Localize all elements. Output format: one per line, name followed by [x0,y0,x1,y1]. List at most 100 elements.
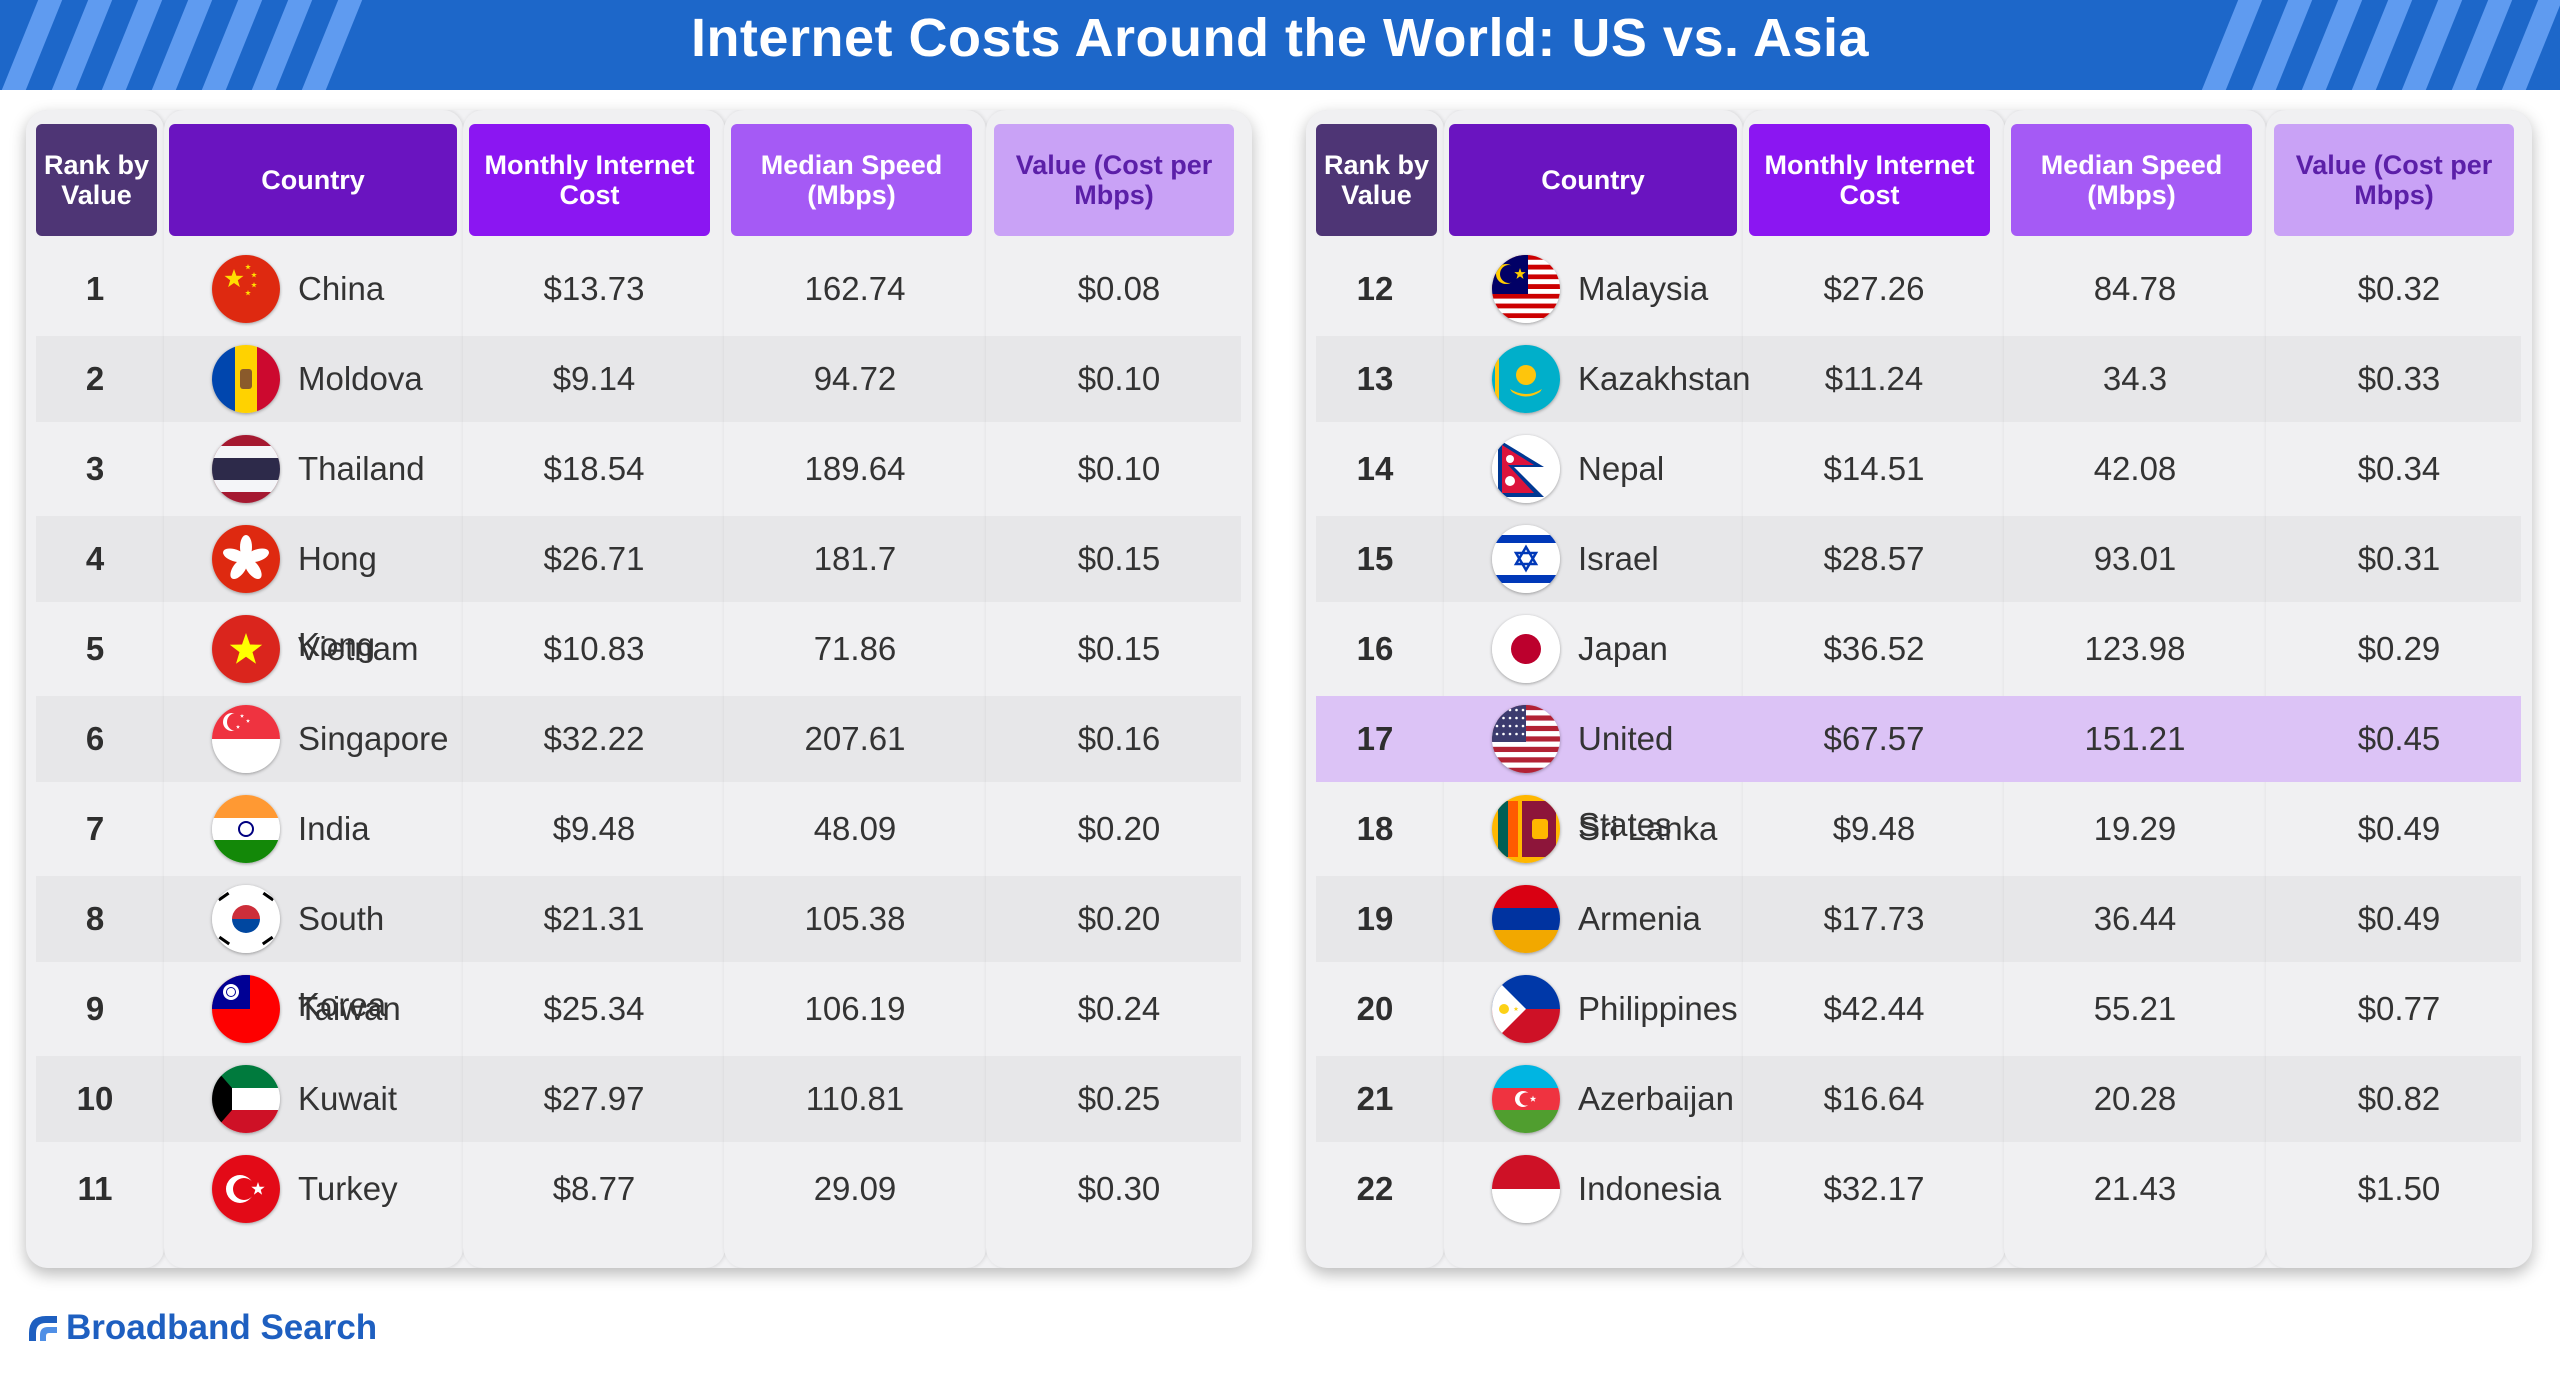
title-banner: Internet Costs Around the World: US vs. … [0,0,2560,90]
country-name: Japan [1578,630,1668,667]
median-speed-cell: 181.7 [813,540,897,577]
header-rank: Rank by Value [36,124,157,236]
median-speed-cell: 36.44 [2093,900,2177,937]
median-speed-cell: 105.38 [804,900,906,937]
header-rank: Rank by Value [1316,124,1437,236]
monthly-cost-cell: $10.83 [543,630,645,667]
monthly-cost-cell: $21.31 [543,900,645,937]
median-speed-cell: 162.74 [804,270,906,307]
value-cell: $0.49 [2357,900,2441,937]
country-name: Turkey [298,1170,398,1207]
table-row: 11 Turkey $8.77 29.09 $0.30 [36,1146,1241,1232]
azerbaijan-flag-icon [1492,1065,1560,1133]
value-cell: $0.34 [2357,450,2441,487]
rank-cell: 2 [85,360,105,397]
value-cell: $0.10 [1077,450,1161,487]
monthly-cost-cell: $17.73 [1823,900,1925,937]
kuwait-flag-icon [212,1065,280,1133]
table-row: 1 China $13.73 162.74 $0.08 [36,246,1241,332]
wifi-logo-icon [29,1316,57,1341]
country-name: Vietnam [298,630,419,667]
kazakhstan-flag-icon [1492,345,1560,413]
median-speed-cell: 123.98 [2084,630,2186,667]
monthly-cost-cell: $28.57 [1823,540,1925,577]
monthly-cost-cell: $9.48 [552,810,636,847]
monthly-cost-cell: $32.22 [543,720,645,757]
table-row: 14 Nepal $14.51 42.08 $0.34 [1316,426,2521,512]
monthly-cost-cell: $27.26 [1823,270,1925,307]
median-speed-cell: 106.19 [804,990,906,1027]
value-cell: $0.10 [1077,360,1161,397]
country-name: South Korea [298,900,387,1023]
table-row: 8 South Korea $21.31 105.38 $0.20 [36,876,1241,1023]
median-speed-cell: 19.29 [2093,810,2177,847]
table-row: 3 Thailand $18.54 189.64 $0.10 [36,426,1241,512]
sri-lanka-flag-icon [1492,795,1560,863]
south-korea-flag-icon [212,885,280,953]
column-card-value [986,110,1252,1268]
nepal-flag-icon [1492,435,1560,503]
table-row: 6 Singapore $32.22 207.61 $0.16 [36,696,1241,782]
country-name: Singapore [298,720,449,757]
table-row: 19 Armenia $17.73 36.44 $0.49 [1316,876,2521,962]
table-row: 21 Azerbaijan $16.64 20.28 $0.82 [1316,1056,2521,1142]
value-cell: $0.08 [1077,270,1161,307]
country-name: Sri Lanka [1578,810,1718,847]
monthly-cost-cell: $16.64 [1823,1080,1925,1117]
table-row: 20 Philippines $42.44 55.21 $0.77 [1316,966,2521,1052]
rank-cell: 14 [1356,450,1394,487]
united-states-flag-icon [1492,705,1560,773]
monthly-cost-cell: $13.73 [543,270,645,307]
value-cell: $0.15 [1077,540,1161,577]
column-card-rank [26,110,164,1268]
value-cell: $0.25 [1077,1080,1161,1117]
value-cell: $0.45 [2357,720,2441,757]
column-card-value [2266,110,2532,1268]
rank-cell: 21 [1356,1080,1394,1117]
monthly-cost-cell: $27.97 [543,1080,645,1117]
table-row: 18 Sri Lanka $9.48 19.29 $0.49 [1316,786,2521,872]
table-row: 9 Taiwan $25.34 106.19 $0.24 [36,966,1241,1052]
column-card-speed [2004,110,2266,1268]
value-cell: $0.32 [2357,270,2441,307]
rank-cell: 22 [1356,1170,1394,1207]
brand-logo: Broadband Search [26,1306,377,1350]
thailand-flag-icon [212,435,280,503]
value-cell: $0.24 [1077,990,1161,1027]
header-speed: Median Speed (Mbps) [731,124,972,236]
header-speed: Median Speed (Mbps) [2011,124,2252,236]
column-card-rank [1306,110,1444,1268]
country-name: Nepal [1578,450,1665,487]
rank-cell: 7 [85,810,105,847]
rank-cell: 5 [85,630,105,667]
monthly-cost-cell: $36.52 [1823,630,1925,667]
monthly-cost-cell: $9.48 [1832,810,1916,847]
table-row: 4 Hong Kong $26.71 181.7 $0.15 [36,516,1241,663]
rank-cell: 16 [1356,630,1394,667]
monthly-cost-cell: $67.57 [1823,720,1925,757]
rank-cell: 20 [1356,990,1394,1027]
median-speed-cell: 110.81 [805,1080,905,1117]
median-speed-cell: 207.61 [804,720,906,757]
rank-cell: 17 [1356,720,1394,757]
median-speed-cell: 94.72 [813,360,897,397]
table-panel-left: Rank by Value Country Monthly Internet Cos… [26,110,1252,1268]
monthly-cost-cell: $8.77 [552,1170,636,1207]
median-speed-cell: 71.86 [813,630,897,667]
rank-cell: 9 [85,990,105,1027]
table-row: 15 Israel $28.57 93.01 $0.31 [1316,516,2521,602]
monthly-cost-cell: $11.24 [1824,360,1924,397]
value-cell: $0.33 [2357,360,2441,397]
china-flag-icon [212,255,280,323]
value-cell: $0.77 [2357,990,2441,1027]
rank-cell: 18 [1356,810,1394,847]
column-card-cost [463,110,725,1268]
country-name: Kazakhstan [1578,360,1751,397]
median-speed-cell: 29.09 [813,1170,897,1207]
median-speed-cell: 20.28 [2093,1080,2177,1117]
median-speed-cell: 21.43 [2093,1170,2177,1207]
table-row: 12 Malaysia $27.26 84.78 $0.32 [1316,246,2521,332]
country-name: Taiwan [298,990,401,1027]
header-cost: Monthly Internet Cost [469,124,710,236]
country-name: China [298,270,385,307]
